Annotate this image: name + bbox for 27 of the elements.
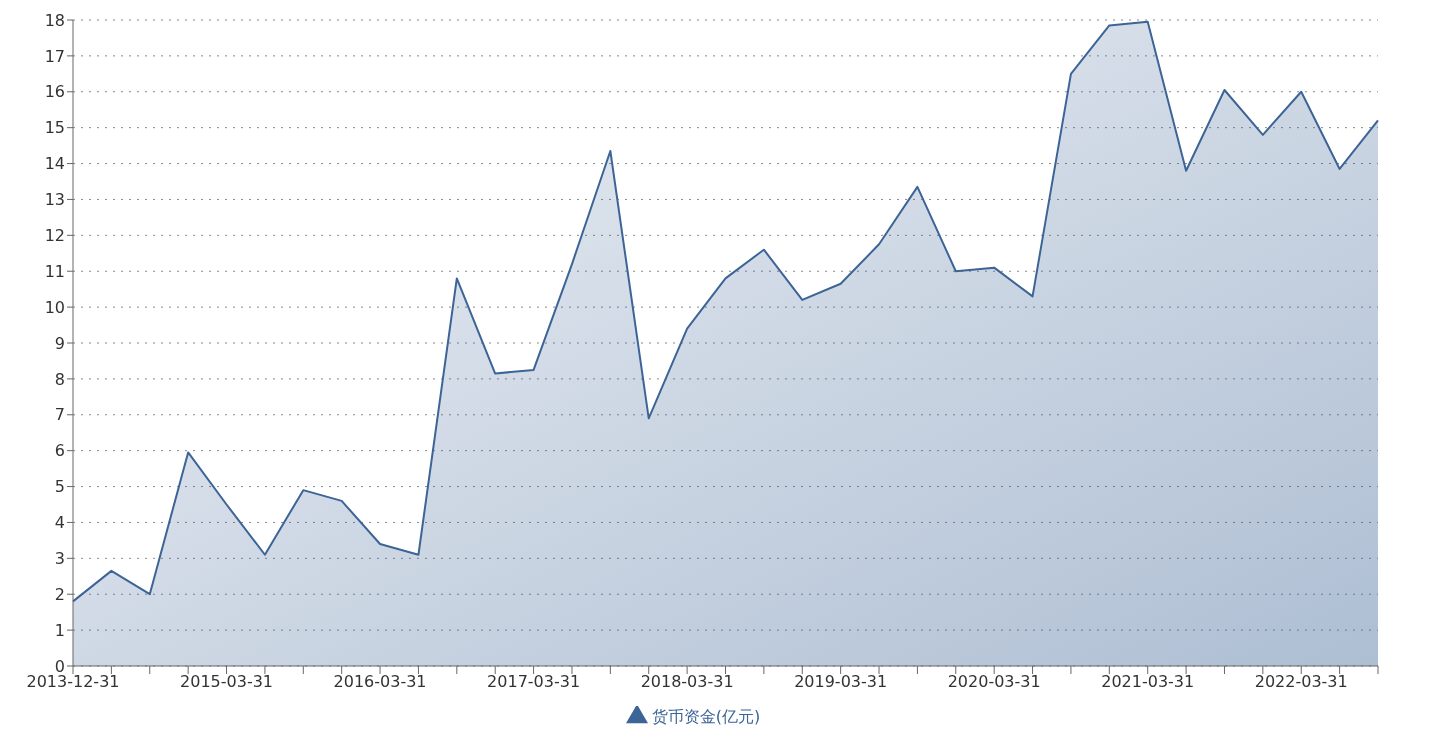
y-tick-label: 15 (44, 118, 65, 138)
x-tick-label: 2017-03-31 (487, 672, 581, 692)
x-tick-label: 2019-03-31 (794, 672, 888, 692)
y-tick-label: 3 (54, 549, 65, 569)
y-tick-label: 11 (44, 261, 65, 281)
x-tick-label: 2015-03-31 (180, 672, 274, 692)
x-tick-label: 2016-03-31 (333, 672, 427, 692)
legend-label: 货币资金(亿元) (651, 706, 761, 726)
x-tick-label: 2022-03-31 (1254, 672, 1348, 692)
x-tick-label: 2020-03-31 (947, 672, 1041, 692)
y-tick-label: 10 (44, 297, 65, 317)
y-tick-label: 7 (54, 405, 65, 425)
y-tick-label: 17 (44, 46, 65, 66)
y-tick-label: 14 (44, 154, 65, 174)
y-tick-label: 12 (44, 226, 65, 246)
y-tick-label: 2 (54, 584, 65, 604)
x-tick-label: 2018-03-31 (640, 672, 734, 692)
y-tick-label: 6 (54, 441, 65, 461)
y-tick-label: 18 (44, 10, 65, 30)
y-tick-label: 4 (54, 513, 65, 533)
y-tick-label: 13 (44, 190, 65, 210)
x-tick-label: 2021-03-31 (1101, 672, 1195, 692)
y-tick-label: 16 (44, 82, 65, 102)
y-tick-label: 5 (54, 477, 65, 497)
y-tick-label: 1 (54, 620, 65, 640)
y-tick-label: 8 (54, 369, 65, 389)
y-tick-label: 9 (54, 333, 65, 353)
